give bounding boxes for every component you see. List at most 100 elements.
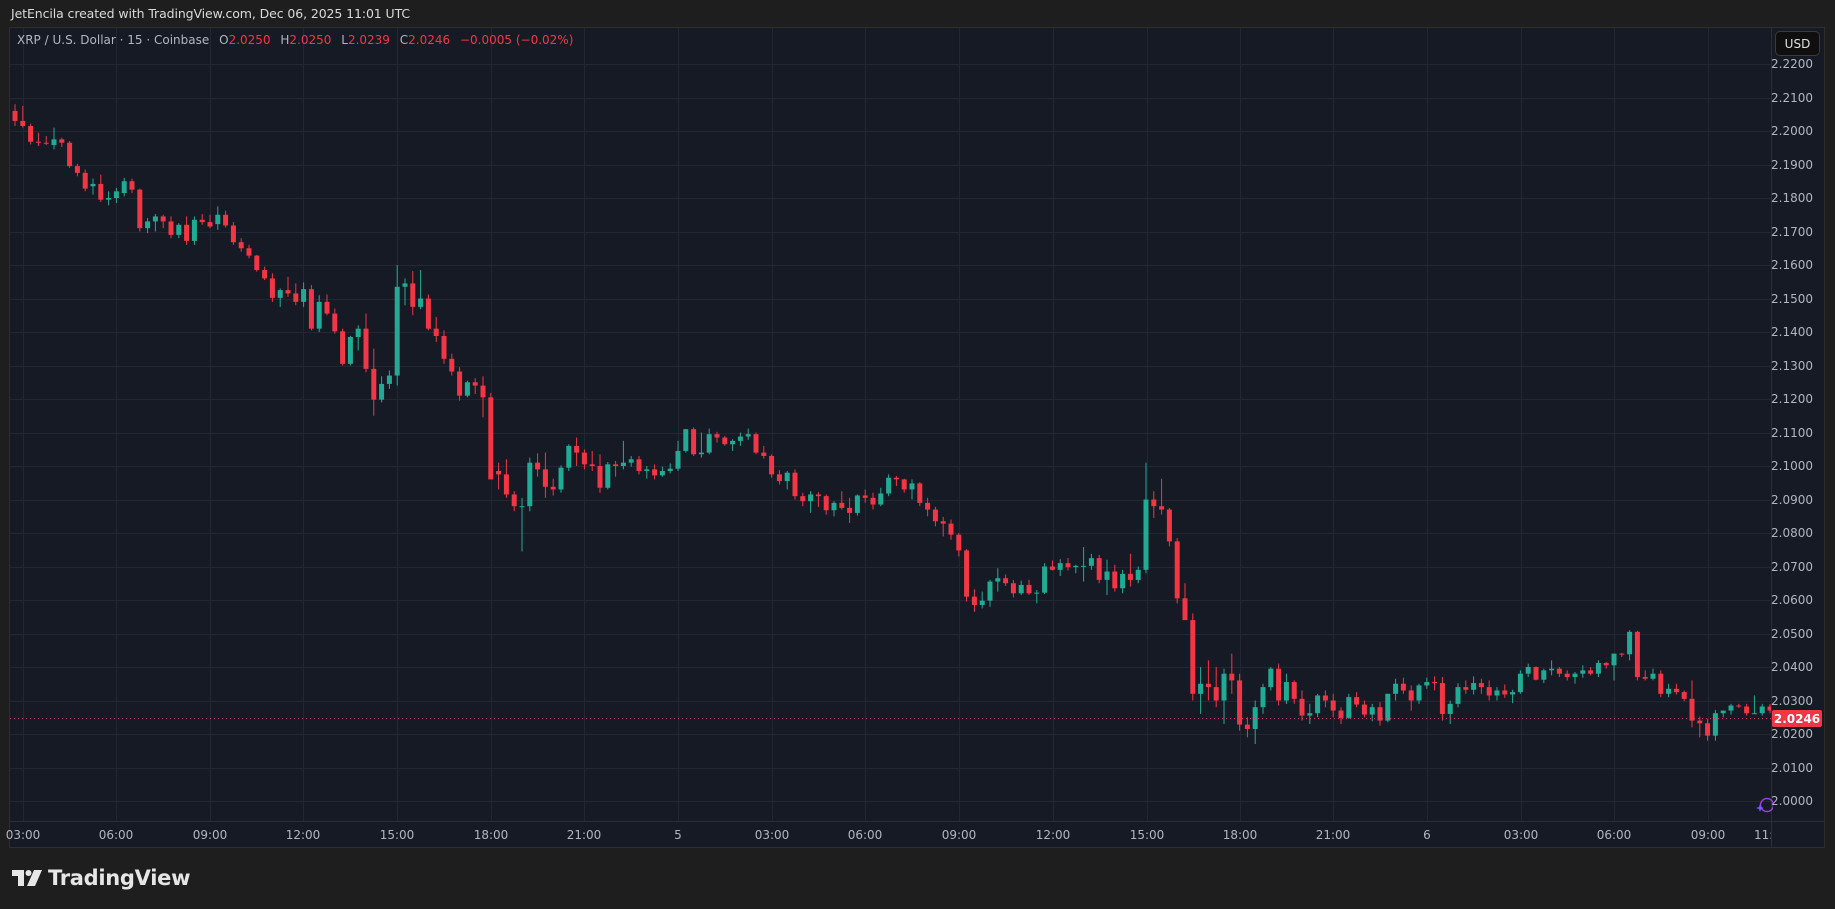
candle — [410, 271, 416, 316]
candle — [1291, 680, 1297, 704]
time-tick-label: 09:00 — [192, 828, 228, 842]
candle — [176, 223, 182, 239]
candle — [1728, 703, 1734, 715]
candle — [956, 533, 962, 557]
candle — [28, 123, 34, 145]
candle — [1666, 683, 1672, 698]
candle — [67, 141, 73, 168]
candle — [402, 278, 408, 306]
candle — [1088, 553, 1094, 570]
candle — [106, 191, 112, 206]
candle — [433, 316, 439, 343]
candle — [316, 295, 322, 332]
candle — [35, 132, 41, 147]
candle — [215, 206, 221, 230]
candle — [246, 244, 252, 259]
candle — [20, 105, 26, 128]
candle — [979, 591, 985, 609]
candle — [363, 313, 369, 373]
candle — [784, 471, 790, 490]
candle — [566, 444, 572, 472]
candle — [745, 428, 751, 440]
candle — [862, 489, 868, 503]
candle — [1751, 695, 1757, 715]
candle — [761, 445, 767, 459]
candle — [1720, 710, 1726, 718]
candle — [496, 462, 502, 490]
candle — [753, 432, 759, 455]
candle — [932, 506, 938, 527]
time-tick-label: 15:00 — [379, 828, 415, 842]
candle — [1159, 478, 1165, 515]
candle — [371, 348, 377, 416]
candle — [230, 222, 236, 245]
candle — [464, 380, 470, 398]
candle — [293, 283, 299, 306]
symbol-title[interactable]: XRP / U.S. Dollar · 15 · Coinbase — [17, 33, 210, 47]
candle — [152, 214, 158, 232]
candle — [722, 435, 728, 446]
candle — [1627, 630, 1633, 661]
candle — [698, 432, 704, 458]
candle — [1377, 702, 1383, 726]
price-tick-label: 2.1600 — [1771, 258, 1813, 272]
assistant-sparkle-icon[interactable] — [1755, 796, 1775, 818]
candle — [1143, 462, 1149, 574]
time-tick-label: 5 — [674, 828, 682, 842]
candle — [636, 455, 642, 475]
candle — [870, 492, 876, 510]
price-tick-label: 2.1000 — [1771, 459, 1813, 473]
candle — [332, 308, 338, 334]
candle — [441, 330, 447, 364]
price-tick-label: 2.0300 — [1771, 693, 1813, 708]
candle — [121, 177, 127, 197]
candle — [730, 439, 736, 451]
candle — [449, 353, 455, 376]
candle — [1112, 564, 1118, 592]
candle — [644, 466, 650, 479]
candle — [199, 214, 205, 225]
candle — [652, 464, 658, 480]
time-tick-label: 18:00 — [473, 828, 509, 842]
candle — [1299, 690, 1305, 721]
time-axis[interactable]: 03:00 06:00 09:00 12:00 15:00 18:00 21:00 5 03:0… — [6, 821, 1774, 848]
candle — [1026, 579, 1032, 595]
candle — [1400, 677, 1406, 694]
price-tick-label: 2.1400 — [1771, 325, 1813, 339]
candle — [839, 491, 845, 510]
candle — [1018, 580, 1024, 595]
chart-plot-area[interactable] — [10, 28, 1771, 821]
time-tick-label: 12:00 — [1035, 828, 1071, 842]
candle — [511, 491, 517, 512]
candle — [1042, 563, 1048, 594]
chart-frame — [9, 27, 1825, 848]
time-tick-label: 03:00 — [1503, 828, 1539, 842]
time-tick-label: 11: — [1754, 828, 1774, 842]
currency-button[interactable]: USD — [1775, 31, 1820, 56]
price-tick-label: 2.0500 — [1771, 626, 1813, 641]
candle — [324, 294, 330, 316]
candle — [145, 218, 151, 234]
candle — [1135, 566, 1141, 584]
candle — [394, 265, 400, 386]
candle — [854, 494, 860, 516]
candle — [1603, 661, 1609, 669]
candle — [1213, 667, 1219, 708]
candle — [1104, 559, 1110, 595]
candle — [98, 174, 104, 203]
price-tick-label: 2.1200 — [1771, 392, 1813, 406]
candle — [1003, 574, 1009, 586]
price-axis[interactable]: 2.2200 2.2100 2.2000 2.1900 2.1800 2.1700 2.16… — [1771, 28, 1825, 821]
candle — [1689, 680, 1695, 728]
candle — [1229, 653, 1235, 694]
candle — [191, 216, 197, 245]
candle — [792, 469, 798, 500]
candle — [1549, 660, 1555, 676]
price-tick-label: 2.0800 — [1771, 526, 1813, 540]
candle — [847, 497, 853, 523]
candle — [613, 460, 619, 477]
candle — [909, 479, 915, 500]
candle — [667, 463, 673, 474]
candle — [776, 470, 782, 485]
candle — [1439, 677, 1445, 721]
